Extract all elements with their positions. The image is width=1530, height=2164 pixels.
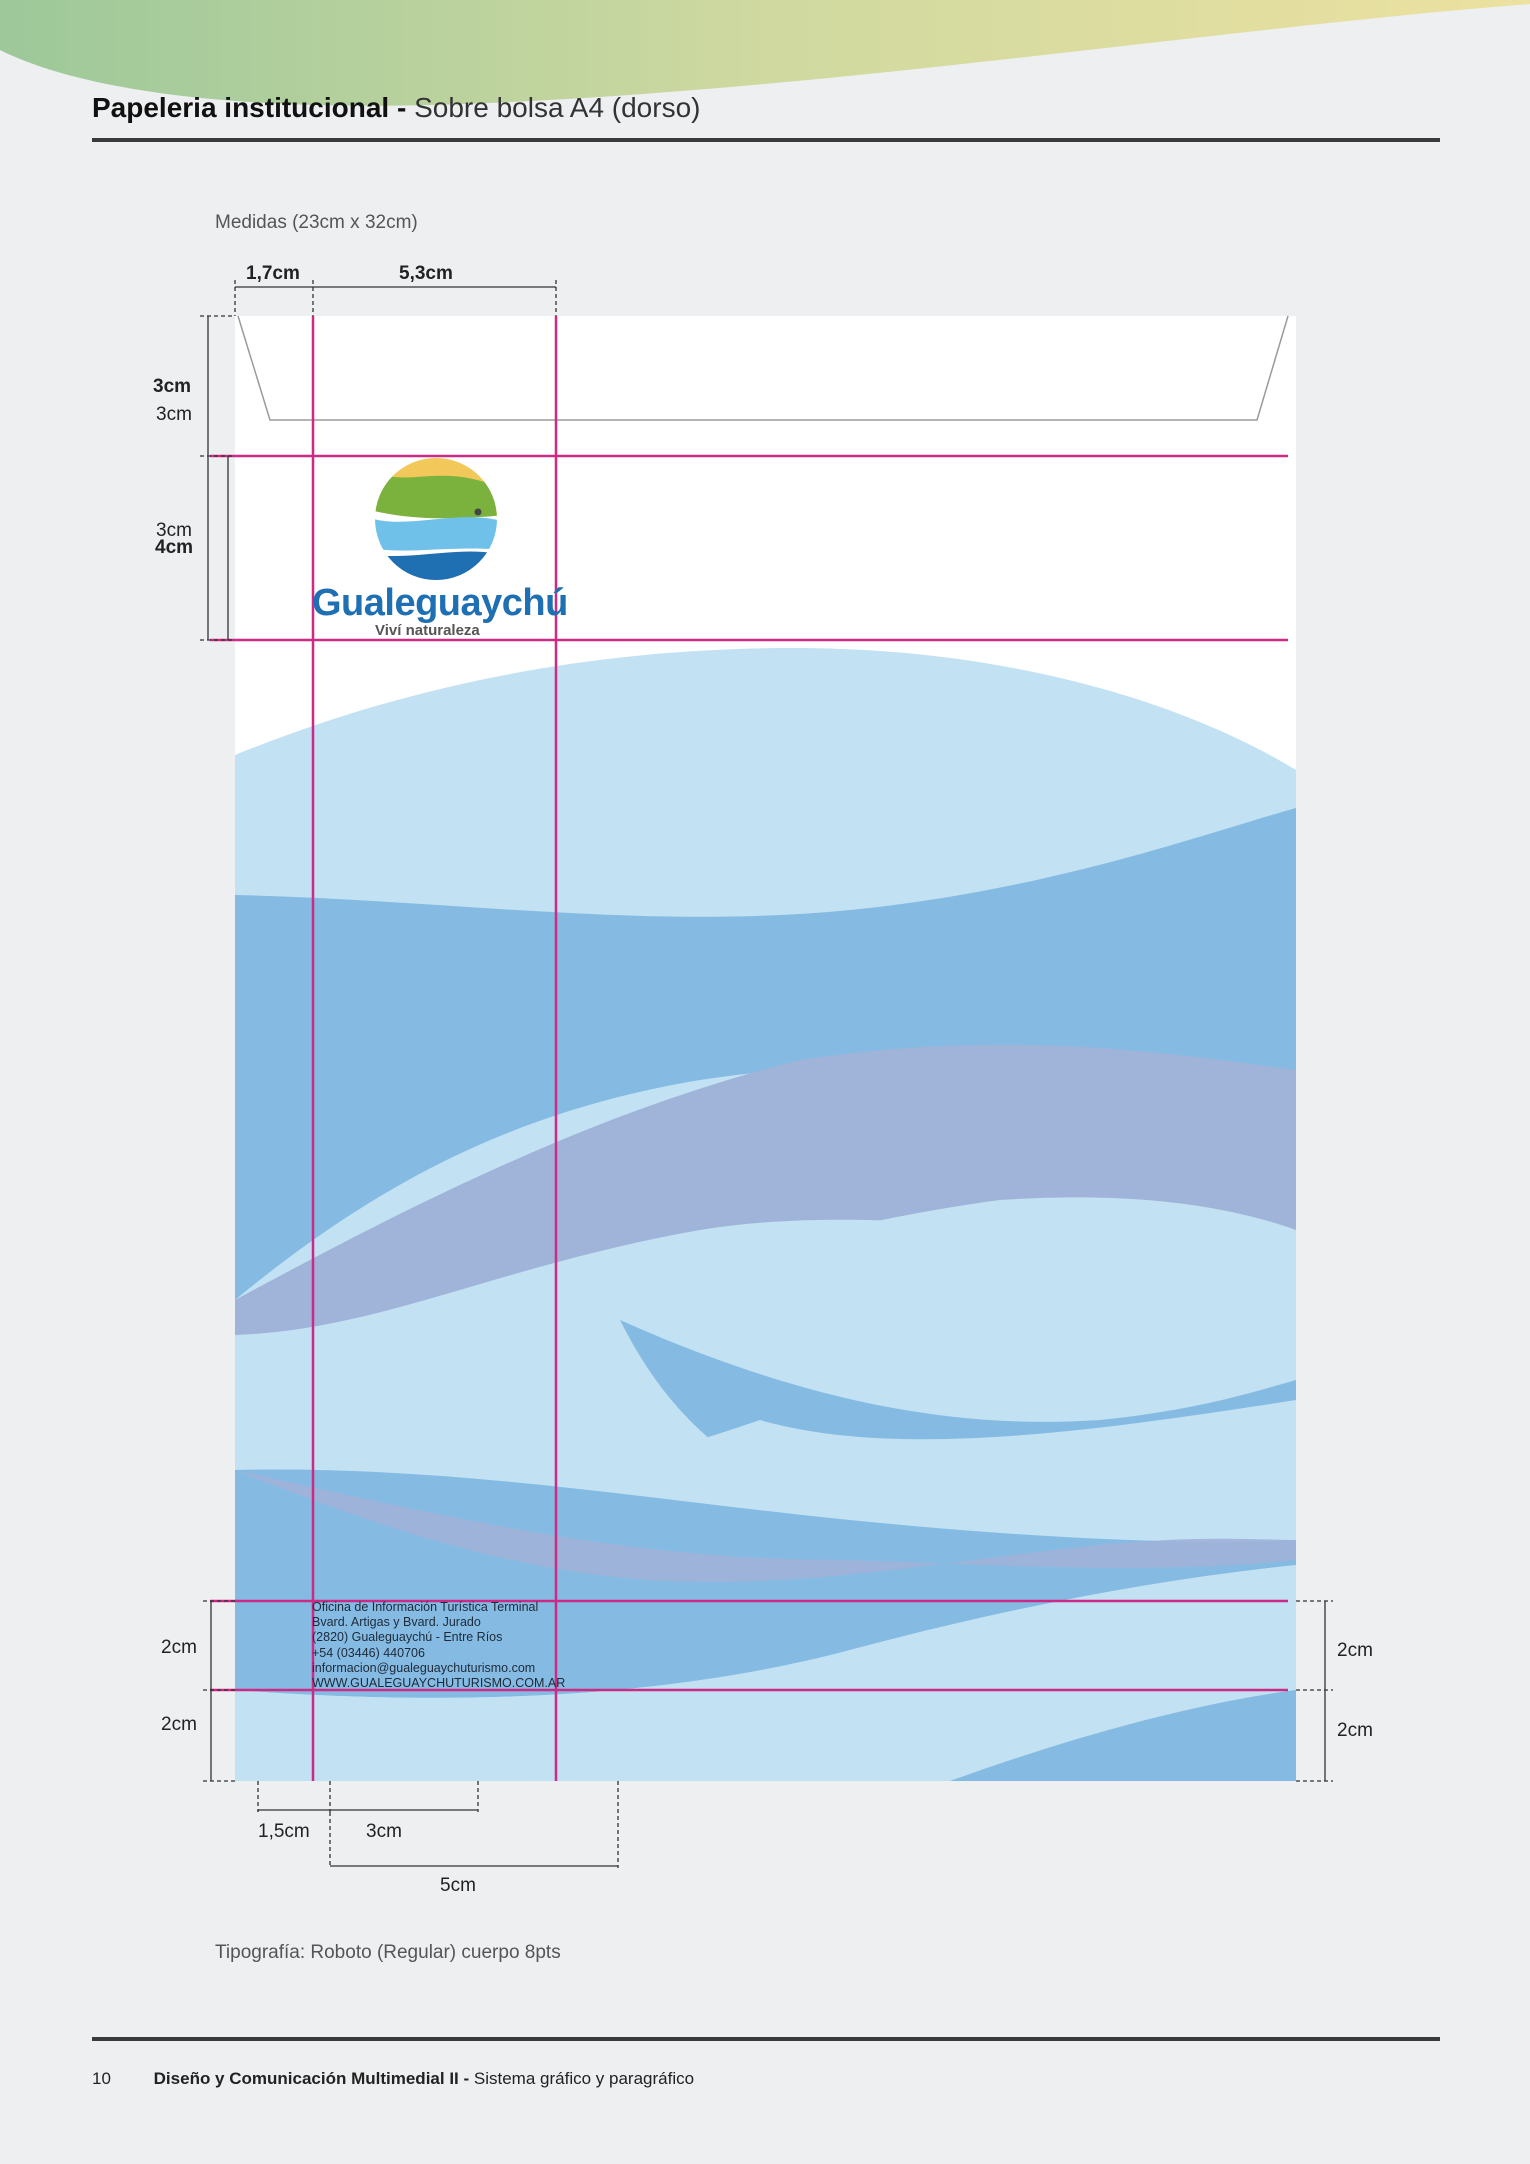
dim-top-logo-width: 5,3cm — [399, 263, 453, 284]
dim-left-logo-b: 4cm — [155, 537, 194, 558]
dim-right-footer-upper: 2cm — [1337, 1640, 1373, 1661]
dim-left-flap-inner: 3cm — [156, 404, 192, 425]
dim-left-logo-a: 3cm — [156, 520, 192, 541]
page-title: Papeleria institucional - Sobre bolsa A4… — [92, 88, 700, 128]
address-line: Oficina de Información Turística Termina… — [312, 1600, 539, 1614]
dim-left-footer-lower: 2cm — [161, 1714, 197, 1735]
footer-title-bold: Diseño y Comunicación Multimedial II - — [153, 2069, 470, 2088]
typography-note: Tipografía: Roboto (Regular) cuerpo 8pts — [215, 1942, 561, 1963]
logo-wordmark: Gualeguaychú — [312, 582, 568, 624]
address-line: informacion@gualeguaychuturismo.com — [312, 1660, 536, 1675]
address-line: +54 (03446) 440706 — [312, 1645, 425, 1660]
measures-caption: Medidas (23cm x 32cm) — [215, 212, 418, 233]
logo-emblem — [375, 458, 497, 580]
address-line: (2820) Gualeguaychú - Entre Ríos — [312, 1630, 503, 1645]
page-number: 10 — [92, 2069, 111, 2088]
dim-top-left-margin: 1,7cm — [246, 263, 300, 284]
address-line: WWW.GUALEGUAYCHUTURISMO.COM.AR — [312, 1676, 566, 1691]
page-footer: 10 Diseño y Comunicación Multimedial II … — [92, 2069, 694, 2089]
dim-bottom-text-width: 3cm — [366, 1821, 402, 1842]
guide-lines — [210, 316, 1288, 1781]
address-block: Oficina de Información Turística Termina… — [312, 1600, 565, 1691]
footer-rule — [92, 2037, 1440, 2041]
address-line: Bvard. Artigas y Bvard. Jurado — [312, 1615, 481, 1630]
page-title-bold: Papeleria institucional - — [92, 92, 407, 123]
header-rule — [92, 138, 1440, 142]
wave-pattern — [235, 647, 1296, 1781]
dim-right-footer-lower: 2cm — [1337, 1720, 1373, 1741]
dim-left-flap: 3cm — [153, 376, 192, 397]
dim-bottom-block-width: 5cm — [440, 1875, 476, 1896]
dimension-lines — [200, 280, 1333, 1868]
header-decorative-band — [0, 0, 1530, 106]
footer-title-light: Sistema gráfico y paragráfico — [473, 2069, 695, 2088]
logo-tagline: Viví naturaleza — [375, 622, 480, 639]
page-title-light: Sobre bolsa A4 (dorso) — [414, 92, 701, 123]
envelope-flap — [237, 315, 1289, 421]
dim-left-footer-upper: 2cm — [161, 1637, 197, 1658]
dim-bottom-margin: 1,5cm — [258, 1821, 310, 1842]
